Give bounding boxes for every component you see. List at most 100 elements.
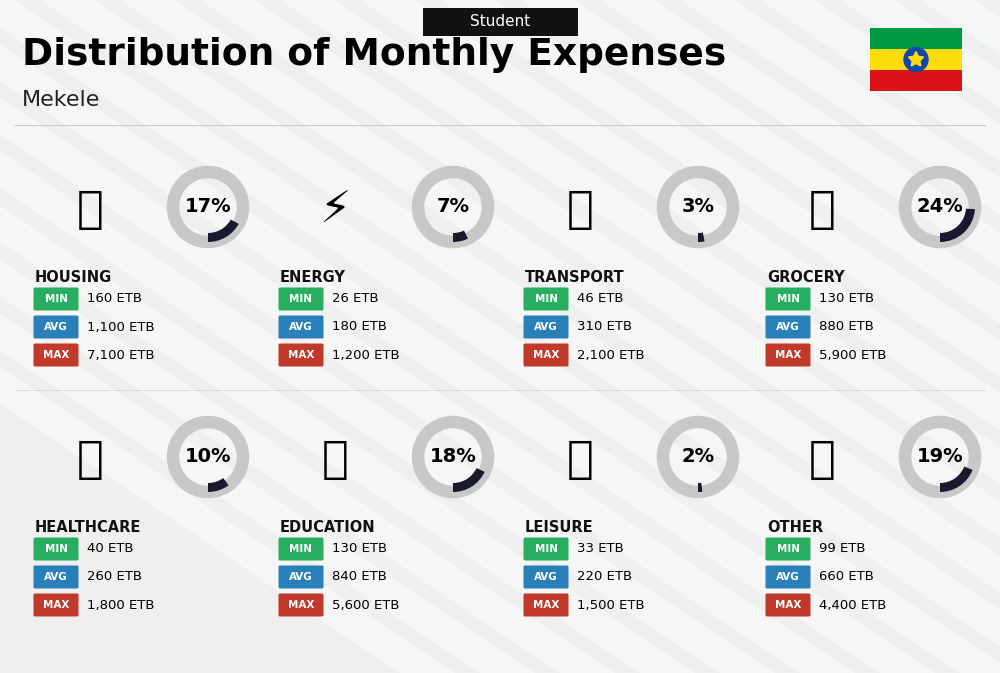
- Polygon shape: [120, 0, 1000, 673]
- Wedge shape: [208, 478, 229, 492]
- FancyBboxPatch shape: [524, 316, 568, 339]
- FancyBboxPatch shape: [278, 287, 324, 310]
- Text: 840 ETB: 840 ETB: [332, 571, 387, 583]
- Polygon shape: [0, 0, 455, 673]
- Text: 🏢: 🏢: [77, 188, 103, 232]
- Polygon shape: [360, 0, 1000, 673]
- Polygon shape: [440, 0, 1000, 673]
- FancyBboxPatch shape: [34, 538, 78, 561]
- Text: 1,200 ETB: 1,200 ETB: [332, 349, 400, 361]
- Text: MIN: MIN: [44, 294, 68, 304]
- FancyBboxPatch shape: [870, 28, 962, 49]
- FancyBboxPatch shape: [766, 287, 810, 310]
- Text: AVG: AVG: [776, 572, 800, 582]
- Polygon shape: [200, 0, 1000, 673]
- FancyBboxPatch shape: [34, 565, 78, 588]
- Text: 3%: 3%: [682, 197, 714, 217]
- FancyBboxPatch shape: [278, 594, 324, 616]
- Text: 10%: 10%: [185, 448, 231, 466]
- Wedge shape: [698, 233, 705, 242]
- Text: 180 ETB: 180 ETB: [332, 320, 387, 334]
- Text: 880 ETB: 880 ETB: [819, 320, 874, 334]
- Text: 🫀: 🫀: [77, 439, 103, 481]
- Text: 33 ETB: 33 ETB: [577, 542, 624, 555]
- Text: AVG: AVG: [44, 572, 68, 582]
- Text: 5,600 ETB: 5,600 ETB: [332, 598, 400, 612]
- Text: OTHER: OTHER: [767, 520, 823, 535]
- FancyBboxPatch shape: [34, 287, 78, 310]
- Polygon shape: [0, 0, 615, 673]
- Text: MIN: MIN: [776, 544, 800, 554]
- Text: TRANSPORT: TRANSPORT: [525, 270, 625, 285]
- Text: MAX: MAX: [775, 600, 801, 610]
- FancyBboxPatch shape: [766, 565, 810, 588]
- Text: AVG: AVG: [289, 572, 313, 582]
- FancyBboxPatch shape: [278, 316, 324, 339]
- Text: MAX: MAX: [533, 600, 559, 610]
- Polygon shape: [40, 0, 1000, 673]
- Text: 🛒: 🛒: [809, 188, 835, 232]
- Text: ⚡: ⚡: [319, 188, 351, 232]
- FancyBboxPatch shape: [278, 538, 324, 561]
- Text: 220 ETB: 220 ETB: [577, 571, 632, 583]
- Text: 99 ETB: 99 ETB: [819, 542, 866, 555]
- Polygon shape: [0, 0, 775, 673]
- Text: 1,500 ETB: 1,500 ETB: [577, 598, 645, 612]
- Text: HOUSING: HOUSING: [35, 270, 112, 285]
- FancyBboxPatch shape: [870, 70, 962, 91]
- Text: 🛍️: 🛍️: [567, 439, 593, 481]
- Text: 1,100 ETB: 1,100 ETB: [87, 320, 155, 334]
- FancyBboxPatch shape: [524, 343, 568, 367]
- Text: ENERGY: ENERGY: [280, 270, 346, 285]
- FancyBboxPatch shape: [524, 565, 568, 588]
- Text: 310 ETB: 310 ETB: [577, 320, 632, 334]
- Wedge shape: [940, 466, 973, 492]
- Text: 26 ETB: 26 ETB: [332, 293, 379, 306]
- Text: 17%: 17%: [185, 197, 231, 217]
- Text: AVG: AVG: [534, 322, 558, 332]
- FancyBboxPatch shape: [34, 594, 78, 616]
- Polygon shape: [680, 0, 1000, 673]
- Text: 1,800 ETB: 1,800 ETB: [87, 598, 154, 612]
- Text: 130 ETB: 130 ETB: [332, 542, 387, 555]
- Text: 💰: 💰: [809, 439, 835, 481]
- Text: 5,900 ETB: 5,900 ETB: [819, 349, 887, 361]
- Text: Student: Student: [470, 15, 530, 30]
- Text: MIN: MIN: [290, 544, 312, 554]
- FancyBboxPatch shape: [524, 287, 568, 310]
- FancyBboxPatch shape: [766, 594, 810, 616]
- Text: MIN: MIN: [534, 294, 558, 304]
- Text: MIN: MIN: [290, 294, 312, 304]
- Circle shape: [904, 48, 928, 71]
- Polygon shape: [760, 0, 1000, 673]
- Polygon shape: [0, 0, 855, 673]
- Text: HEALTHCARE: HEALTHCARE: [35, 520, 141, 535]
- Polygon shape: [920, 0, 1000, 673]
- Wedge shape: [453, 468, 485, 492]
- Text: 19%: 19%: [917, 448, 963, 466]
- FancyBboxPatch shape: [766, 343, 810, 367]
- Text: 24%: 24%: [917, 197, 963, 217]
- Text: LEISURE: LEISURE: [525, 520, 594, 535]
- FancyBboxPatch shape: [766, 316, 810, 339]
- Text: AVG: AVG: [289, 322, 313, 332]
- Text: MAX: MAX: [288, 350, 314, 360]
- Text: 40 ETB: 40 ETB: [87, 542, 134, 555]
- Text: MAX: MAX: [43, 350, 69, 360]
- Text: 4,400 ETB: 4,400 ETB: [819, 598, 886, 612]
- Text: AVG: AVG: [534, 572, 558, 582]
- Text: Distribution of Monthly Expenses: Distribution of Monthly Expenses: [22, 37, 726, 73]
- Wedge shape: [940, 209, 975, 242]
- Text: 7%: 7%: [436, 197, 470, 217]
- Wedge shape: [453, 231, 468, 242]
- Polygon shape: [0, 0, 535, 673]
- Text: MAX: MAX: [775, 350, 801, 360]
- FancyBboxPatch shape: [524, 594, 568, 616]
- Text: EDUCATION: EDUCATION: [280, 520, 376, 535]
- Text: MIN: MIN: [776, 294, 800, 304]
- FancyBboxPatch shape: [524, 538, 568, 561]
- FancyBboxPatch shape: [870, 49, 962, 70]
- Wedge shape: [208, 219, 239, 242]
- Text: AVG: AVG: [776, 322, 800, 332]
- Polygon shape: [600, 0, 1000, 673]
